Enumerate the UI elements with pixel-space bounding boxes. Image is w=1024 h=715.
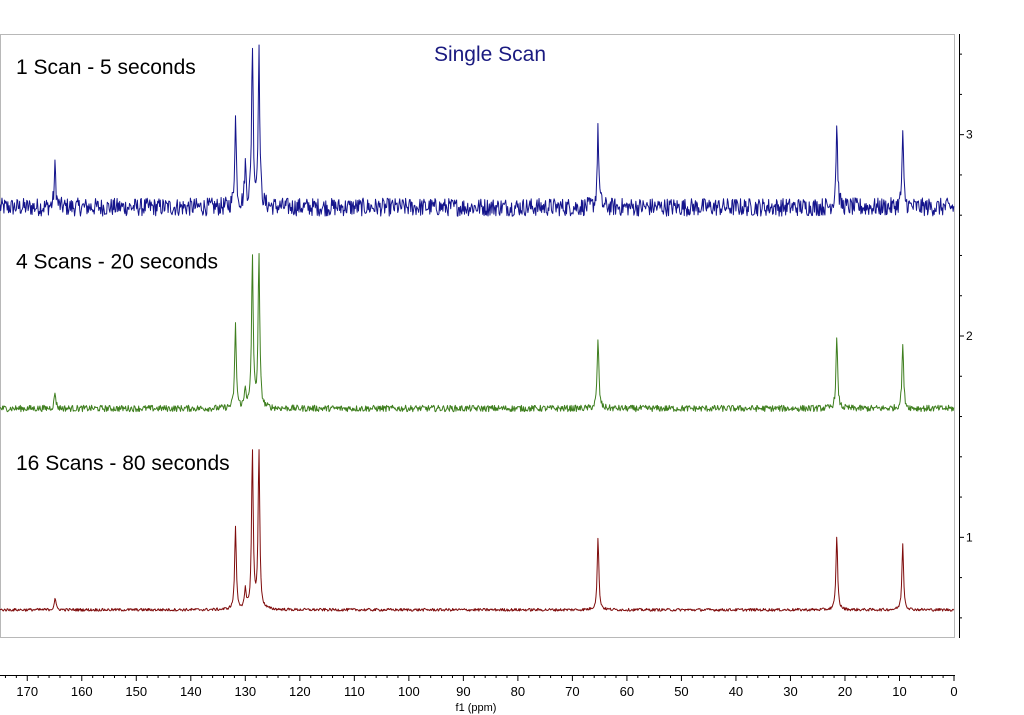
x-tick-label: 130 bbox=[234, 684, 256, 699]
x-ticks: 170 160 150 140 130 120 110 100 90 80 70 60 50 40 30 20… bbox=[4, 675, 958, 699]
x-tick-label: 120 bbox=[289, 684, 311, 699]
spectra-traces bbox=[0, 44, 955, 612]
spectrum-trace-1 bbox=[0, 44, 955, 217]
x-tick-label: 140 bbox=[180, 684, 202, 699]
x-tick-label: 110 bbox=[344, 684, 365, 699]
x-axis: 170 160 150 140 130 120 110 100 90 80 70 60 50 40 30 20… bbox=[0, 675, 958, 714]
spectrum-trace-2 bbox=[0, 253, 955, 413]
x-axis-label: f1 (ppm) bbox=[456, 702, 497, 714]
x-tick-label: 160 bbox=[71, 684, 93, 699]
x-tick-label: 90 bbox=[456, 684, 470, 699]
x-tick-label: 10 bbox=[892, 684, 906, 699]
y-tick-label: 3 bbox=[966, 128, 973, 142]
x-tick-label: 80 bbox=[511, 684, 525, 699]
chart-title: Single Scan bbox=[434, 43, 546, 66]
series-label-2: 4 Scans - 20 seconds bbox=[16, 250, 218, 273]
x-tick-label: 50 bbox=[674, 684, 688, 699]
x-tick-label: 30 bbox=[783, 684, 797, 699]
y-axis: 1 2 3 bbox=[959, 34, 973, 638]
x-tick-label: 100 bbox=[398, 684, 420, 699]
x-tick-label: 150 bbox=[125, 684, 147, 699]
x-tick-label: 70 bbox=[565, 684, 579, 699]
series-labels: 1 Scan - 5 seconds 4 Scans - 20 seconds 16… bbox=[16, 56, 230, 475]
x-tick-label: 20 bbox=[838, 684, 852, 699]
y-tick-label: 1 bbox=[966, 530, 973, 544]
x-tick-label: 40 bbox=[729, 684, 743, 699]
series-label-1: 1 Scan - 5 seconds bbox=[16, 56, 196, 79]
y-tick-label: 2 bbox=[966, 329, 973, 343]
x-tick-label: 60 bbox=[620, 684, 634, 699]
plot-frame bbox=[0, 34, 955, 638]
spectrum-trace-3 bbox=[0, 449, 955, 612]
x-tick-label: 0 bbox=[950, 684, 957, 699]
y-ticks: 1 2 3 bbox=[959, 53, 973, 619]
series-label-3: 16 Scans - 80 seconds bbox=[16, 452, 230, 475]
x-tick-label: 170 bbox=[16, 684, 38, 699]
